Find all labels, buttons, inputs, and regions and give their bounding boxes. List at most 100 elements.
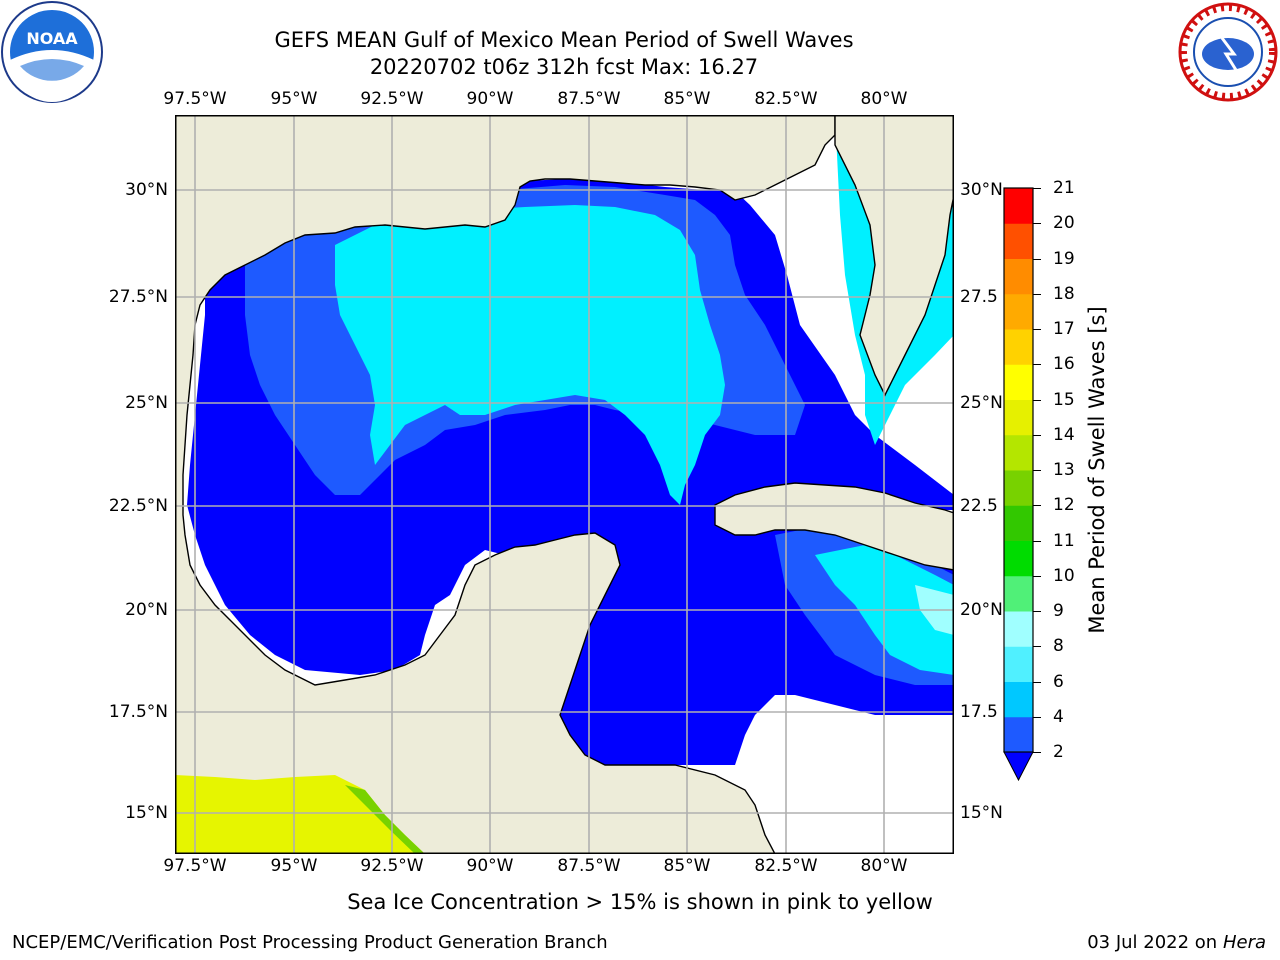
lon-label-top: 90°W <box>466 89 514 109</box>
sea-ice-field-edge <box>345 785 425 854</box>
colorbar-tick-label: 10 <box>1053 565 1075 586</box>
lat-label-left: 20°N <box>125 600 168 620</box>
colorbar-segment <box>1004 470 1033 506</box>
colorbar-tick-label: 15 <box>1053 389 1075 410</box>
colorbar-tick-label: 8 <box>1053 636 1064 657</box>
colorbar <box>1003 187 1034 782</box>
lon-label-bottom: 95°W <box>270 856 318 876</box>
lat-label-right: 20°N <box>960 600 1003 620</box>
colorbar-tick-mark <box>1033 364 1041 366</box>
svg-text:NOAA: NOAA <box>26 29 78 48</box>
lon-label-bottom: 85°W <box>663 856 711 876</box>
lat-label-left: 22.5°N <box>108 496 168 516</box>
lon-label-top: 95°W <box>270 89 318 109</box>
map-frame <box>175 115 954 854</box>
florida-land <box>834 115 954 397</box>
colorbar-tick-label: 11 <box>1053 530 1075 551</box>
colorbar-segment <box>1004 188 1033 224</box>
sea-ice-note: Sea Ice Concentration > 15% is shown in … <box>347 890 933 914</box>
lat-label-right: 22.5 <box>960 496 998 516</box>
colorbar-tick-label: 6 <box>1053 671 1064 692</box>
colorbar-blocks <box>1004 188 1033 753</box>
colorbar-tick-mark <box>1033 575 1041 577</box>
lat-label-left: 25°N <box>125 393 168 413</box>
lat-label-left: 30°N <box>125 180 168 200</box>
lat-label-right: 17.5 <box>960 702 998 722</box>
colorbar-tick-mark <box>1033 223 1041 225</box>
colorbar-tick-label: 14 <box>1053 424 1075 445</box>
lon-label-bottom: 92.5°W <box>360 856 424 876</box>
colorbar-tick-label: 18 <box>1053 283 1075 304</box>
lon-label-bottom: 87.5°W <box>557 856 621 876</box>
colorbar-tick-mark <box>1033 293 1041 295</box>
colorbar-segment <box>1004 681 1033 718</box>
cuba-land <box>714 482 954 571</box>
colorbar-segment <box>1004 611 1033 647</box>
colorbar-tick-mark <box>1033 716 1041 718</box>
colorbar-segment <box>1004 258 1033 295</box>
lon-label-bottom: 90°W <box>466 856 514 876</box>
lat-label-right: 27.5 <box>960 287 998 307</box>
noaa-logo: NOAA <box>0 0 104 104</box>
colorbar-tick-label: 9 <box>1053 601 1064 621</box>
colorbar-under-triangle <box>1003 751 1034 782</box>
lon-label-top: 87.5°W <box>557 89 621 109</box>
map-title: GEFS MEAN Gulf of Mexico Mean Period of … <box>274 28 854 52</box>
colorbar-segment <box>1004 716 1033 753</box>
colorbar-segment <box>1004 293 1033 330</box>
map-subtitle: 20220702 t06z 312h fcst Max: 16.27 <box>369 55 759 79</box>
lat-lon-grid <box>175 115 954 854</box>
colorbar-tick-label: 19 <box>1053 248 1075 269</box>
colorbar-tick-mark <box>1033 646 1041 648</box>
lon-label-bottom: 80°W <box>860 856 908 876</box>
colorbar-tick-mark <box>1033 752 1041 753</box>
colorbar-tick-label: 20 <box>1053 213 1075 234</box>
lon-label-top: 82.5°W <box>754 89 818 109</box>
lat-label-left: 17.5°N <box>108 702 168 722</box>
lon-label-bottom: 82.5°W <box>754 856 818 876</box>
colorbar-segment <box>1004 399 1033 436</box>
run-date-text: 03 Jul 2022 on <box>1087 932 1218 953</box>
colorbar-tick-mark <box>1033 611 1041 612</box>
branch-credit: NCEP/EMC/Verification Post Processing Pr… <box>12 932 608 953</box>
colorbar-label: Mean Period of Swell Waves [s] <box>1085 306 1109 634</box>
colorbar-tick-mark <box>1033 681 1041 683</box>
colorbar-tick-label: 4 <box>1053 706 1064 727</box>
colorbar-segment <box>1004 540 1033 577</box>
colorbar-tick-label: 13 <box>1053 460 1075 480</box>
colorbar-segment <box>1004 646 1033 682</box>
colorbar-segment <box>1004 223 1033 259</box>
lon-label-top: 92.5°W <box>360 89 424 109</box>
colorbar-tick-mark <box>1033 188 1041 189</box>
colorbar-tick-mark <box>1033 434 1041 436</box>
colorbar-tick-label: 17 <box>1053 319 1075 339</box>
lon-label-top: 97.5°W <box>163 89 227 109</box>
lat-label-right: 30°N <box>960 180 1003 200</box>
lon-label-bottom: 97.5°W <box>163 856 227 876</box>
colorbar-segment <box>1004 575 1033 612</box>
colorbar-tick-mark <box>1033 258 1041 260</box>
national-weather-service-logo <box>1178 2 1278 102</box>
colorbar-tick-mark <box>1033 329 1041 330</box>
colorbar-tick-label: 16 <box>1053 354 1075 375</box>
run-host: Hera <box>1222 932 1266 953</box>
run-date: 03 Jul 2022 on Hera <box>1087 932 1266 953</box>
colorbar-segment <box>1004 434 1033 471</box>
colorbar-tick-mark <box>1033 399 1041 401</box>
colorbar-tick-mark <box>1033 505 1041 507</box>
lat-label-right: 15°N <box>960 803 1003 823</box>
colorbar-segment <box>1004 505 1033 541</box>
lat-label-left: 27.5°N <box>108 287 168 307</box>
colorbar-tick-label: 12 <box>1053 495 1075 516</box>
colorbar-segment <box>1004 329 1033 365</box>
lon-label-top: 85°W <box>663 89 711 109</box>
lon-label-top: 80°W <box>860 89 908 109</box>
colorbar-tick-label: 21 <box>1053 178 1075 198</box>
lat-label-left: 15°N <box>125 803 168 823</box>
colorbar-tick-mark <box>1033 540 1041 542</box>
colorbar-tick-label: 2 <box>1053 742 1064 762</box>
gulf-of-mexico-map <box>175 115 954 854</box>
colorbar-segment <box>1004 364 1033 400</box>
colorbar-tick-mark <box>1033 470 1041 471</box>
lat-label-right: 25°N <box>960 393 1003 413</box>
